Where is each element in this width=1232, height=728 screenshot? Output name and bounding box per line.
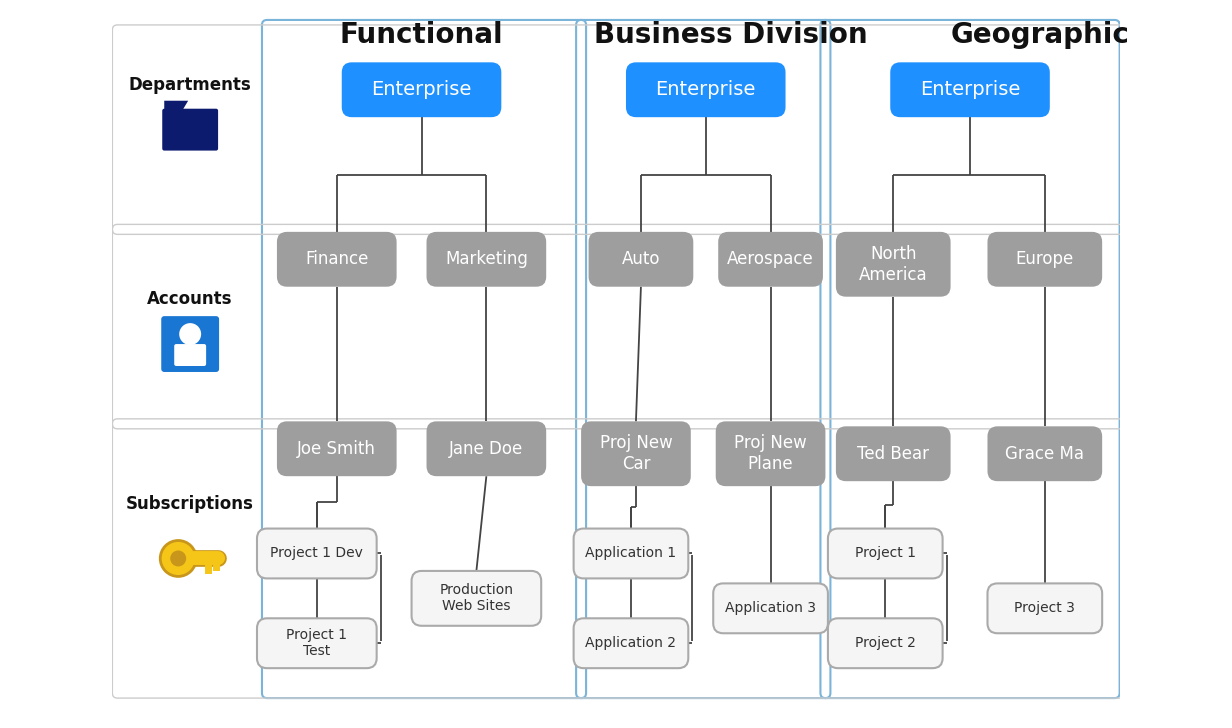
Text: Departments: Departments — [129, 76, 251, 94]
Text: Proj New
Car: Proj New Car — [600, 435, 673, 473]
Text: Auto: Auto — [622, 250, 660, 269]
FancyBboxPatch shape — [426, 422, 546, 476]
FancyBboxPatch shape — [828, 529, 942, 579]
FancyBboxPatch shape — [161, 316, 219, 372]
Text: Production
Web Sites: Production Web Sites — [440, 583, 514, 614]
FancyBboxPatch shape — [426, 232, 546, 287]
Circle shape — [179, 323, 201, 345]
FancyBboxPatch shape — [589, 232, 694, 287]
FancyBboxPatch shape — [988, 583, 1103, 633]
Text: Enterprise: Enterprise — [371, 80, 472, 99]
FancyBboxPatch shape — [716, 422, 825, 486]
Text: Proj New
Plane: Proj New Plane — [734, 435, 807, 473]
Circle shape — [170, 550, 186, 566]
Text: Project 1 Dev: Project 1 Dev — [270, 547, 363, 561]
Text: Project 2: Project 2 — [855, 636, 915, 650]
FancyBboxPatch shape — [174, 344, 206, 366]
Text: Application 3: Application 3 — [726, 601, 816, 615]
Text: Functional: Functional — [340, 21, 504, 49]
Text: Joe Smith: Joe Smith — [297, 440, 376, 458]
Text: Business Division: Business Division — [594, 21, 867, 49]
Text: Project 1: Project 1 — [855, 547, 915, 561]
FancyBboxPatch shape — [411, 571, 541, 626]
Text: Application 2: Application 2 — [585, 636, 676, 650]
FancyBboxPatch shape — [988, 427, 1103, 481]
FancyBboxPatch shape — [713, 583, 828, 633]
Text: Project 1
Test: Project 1 Test — [286, 628, 347, 658]
FancyBboxPatch shape — [626, 63, 786, 117]
Text: Accounts: Accounts — [148, 290, 233, 308]
Text: Application 1: Application 1 — [585, 547, 676, 561]
FancyBboxPatch shape — [341, 63, 501, 117]
Text: Geographic: Geographic — [950, 21, 1130, 49]
Text: Aerospace: Aerospace — [727, 250, 814, 269]
FancyBboxPatch shape — [163, 108, 218, 151]
FancyBboxPatch shape — [835, 232, 951, 297]
FancyBboxPatch shape — [277, 232, 397, 287]
Text: North
America: North America — [859, 245, 928, 284]
FancyBboxPatch shape — [582, 422, 691, 486]
Text: Ted Bear: Ted Bear — [857, 445, 929, 463]
FancyBboxPatch shape — [988, 232, 1103, 287]
FancyBboxPatch shape — [718, 232, 823, 287]
Polygon shape — [164, 100, 188, 111]
Text: Subscriptions: Subscriptions — [126, 494, 254, 513]
Circle shape — [160, 540, 196, 577]
Text: Jane Doe: Jane Doe — [450, 440, 524, 458]
FancyBboxPatch shape — [574, 529, 689, 579]
FancyBboxPatch shape — [257, 618, 377, 668]
FancyBboxPatch shape — [574, 618, 689, 668]
FancyBboxPatch shape — [257, 529, 377, 579]
FancyBboxPatch shape — [277, 422, 397, 476]
Text: Grace Ma: Grace Ma — [1005, 445, 1084, 463]
FancyBboxPatch shape — [891, 63, 1050, 117]
Text: Enterprise: Enterprise — [655, 80, 756, 99]
FancyBboxPatch shape — [828, 618, 942, 668]
Text: Enterprise: Enterprise — [920, 80, 1020, 99]
Text: Europe: Europe — [1015, 250, 1074, 269]
Text: Finance: Finance — [306, 250, 368, 269]
Text: Project 3: Project 3 — [1014, 601, 1076, 615]
Text: Marketing: Marketing — [445, 250, 527, 269]
FancyBboxPatch shape — [835, 427, 951, 481]
